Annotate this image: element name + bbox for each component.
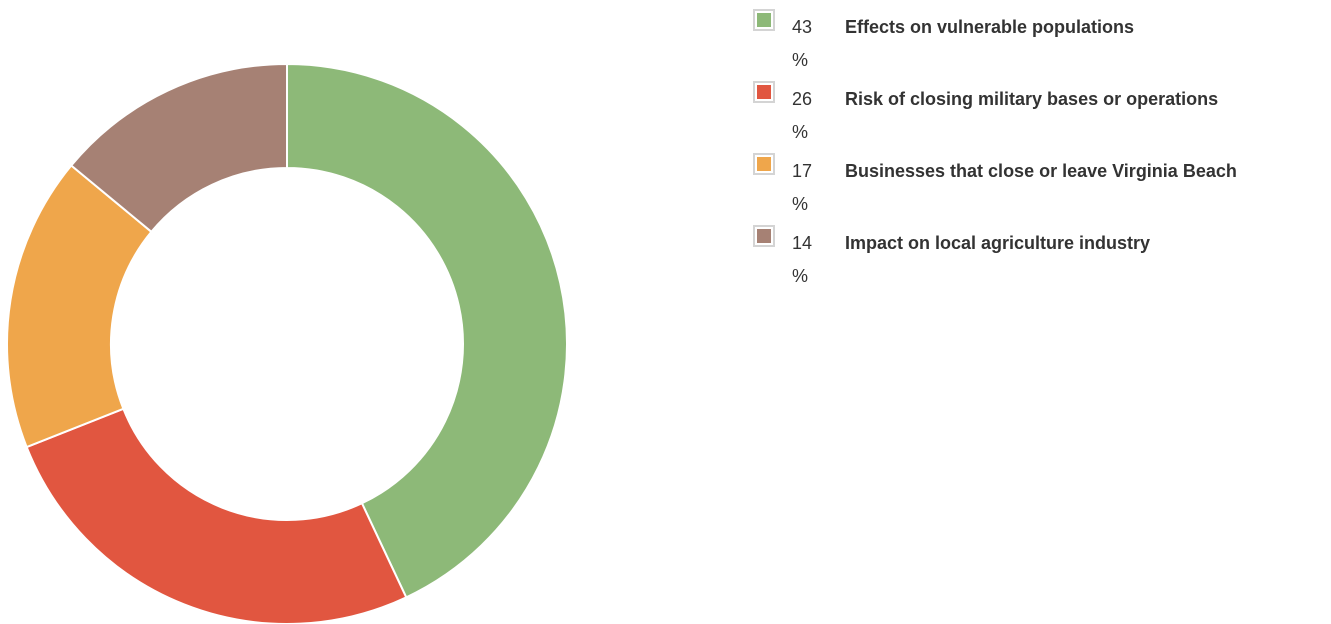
legend-label: Risk of closing military bases or operat…: [845, 89, 1219, 109]
legend-value: 14%: [792, 233, 813, 286]
legend-value: 17%: [792, 161, 813, 214]
legend-item-businesses[interactable]: 17% Businesses that close or leave Virgi…: [753, 150, 1328, 222]
legend-swatch: [753, 81, 775, 103]
legend-item-vulnerable-populations[interactable]: 43% Effects on vulnerable populations: [753, 6, 1328, 78]
donut-slice-0[interactable]: [286, 63, 569, 599]
legend-swatch: [753, 9, 775, 31]
legend-item-agriculture[interactable]: 14% Impact on local agriculture industry: [753, 222, 1328, 294]
legend-swatch: [753, 225, 775, 247]
legend-value: 43%: [792, 17, 813, 70]
legend-value: 26%: [792, 89, 813, 142]
donut-slice-1[interactable]: [25, 407, 408, 624]
legend-label: Impact on local agriculture industry: [845, 233, 1151, 253]
legend-label: Businesses that close or leave Virginia …: [845, 161, 1237, 181]
legend-label: Effects on vulnerable populations: [845, 17, 1135, 37]
donut-slice-3[interactable]: [70, 63, 288, 233]
legend-swatch: [753, 153, 775, 175]
legend-item-military-bases[interactable]: 26% Risk of closing military bases or op…: [753, 78, 1328, 150]
chart-legend: 43% Effects on vulnerable populations 26…: [753, 6, 1328, 294]
donut-chart: [6, 63, 569, 624]
